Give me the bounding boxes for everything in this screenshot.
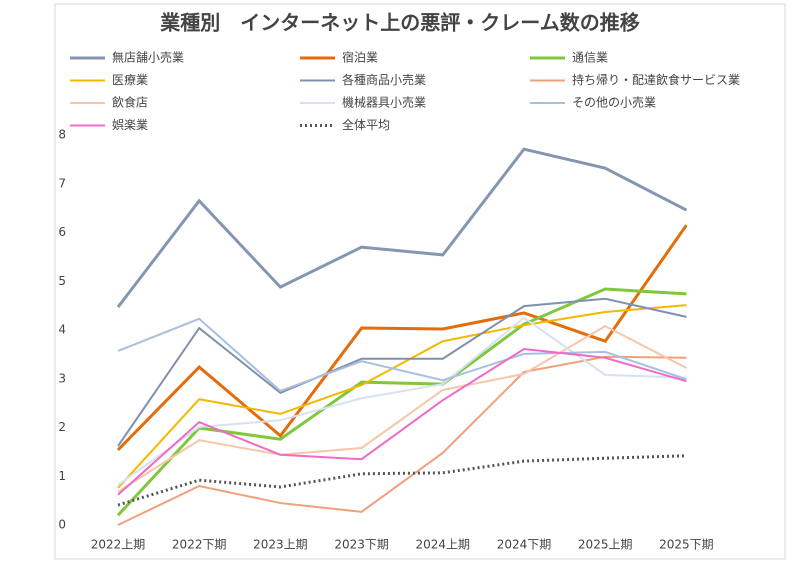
series-line bbox=[117, 297, 687, 447]
chart-frame bbox=[54, 3, 786, 560]
y-tick-label: 0 bbox=[58, 518, 66, 532]
x-tick-label: 2023下期 bbox=[334, 538, 389, 552]
legend-label: 医療業 bbox=[112, 73, 148, 87]
legend-label: 各種商品小売業 bbox=[342, 72, 426, 87]
y-tick-label: 4 bbox=[58, 323, 66, 337]
legend-label: 娯楽業 bbox=[112, 118, 148, 132]
y-tick-label: 1 bbox=[58, 469, 66, 483]
x-tick-label: 2022上期 bbox=[91, 538, 146, 552]
y-tick-label: 3 bbox=[58, 371, 66, 385]
y-tick-label: 5 bbox=[58, 274, 66, 288]
series-line bbox=[117, 324, 687, 493]
legend-label: 飲食店 bbox=[112, 95, 148, 110]
x-tick-label: 2022下期 bbox=[172, 538, 227, 552]
series-line bbox=[116, 287, 687, 517]
legend-label: 持ち帰り・配達飲食サービス業 bbox=[572, 72, 740, 87]
y-tick-label: 2 bbox=[58, 420, 66, 434]
x-tick-label: 2025下期 bbox=[659, 538, 714, 552]
series-line bbox=[117, 304, 687, 489]
series-line bbox=[117, 355, 687, 526]
x-tick-label: 2025上期 bbox=[578, 538, 633, 552]
legend-label: 通信業 bbox=[572, 51, 608, 65]
series-line bbox=[117, 316, 687, 486]
y-tick-label: 7 bbox=[58, 176, 66, 190]
y-tick-label: 8 bbox=[58, 128, 66, 142]
legend-label: 無店舗小売業 bbox=[112, 50, 184, 65]
x-tick-label: 2024下期 bbox=[497, 538, 552, 552]
series-line bbox=[116, 147, 688, 308]
legend-label: 全体平均 bbox=[342, 117, 390, 132]
legend-label: 宿泊業 bbox=[342, 50, 378, 65]
chart-title: 業種別 インターネット上の悪評・クレーム数の推移 bbox=[160, 11, 639, 35]
series-line bbox=[116, 224, 688, 451]
y-tick-label: 6 bbox=[58, 225, 66, 239]
legend-label: 機械器具小売業 bbox=[342, 95, 426, 110]
x-tick-label: 2023上期 bbox=[253, 538, 308, 552]
legend-label: その他の小売業 bbox=[572, 95, 656, 110]
x-tick-label: 2024上期 bbox=[416, 538, 471, 552]
series-line bbox=[117, 317, 687, 393]
series-line bbox=[117, 347, 687, 496]
